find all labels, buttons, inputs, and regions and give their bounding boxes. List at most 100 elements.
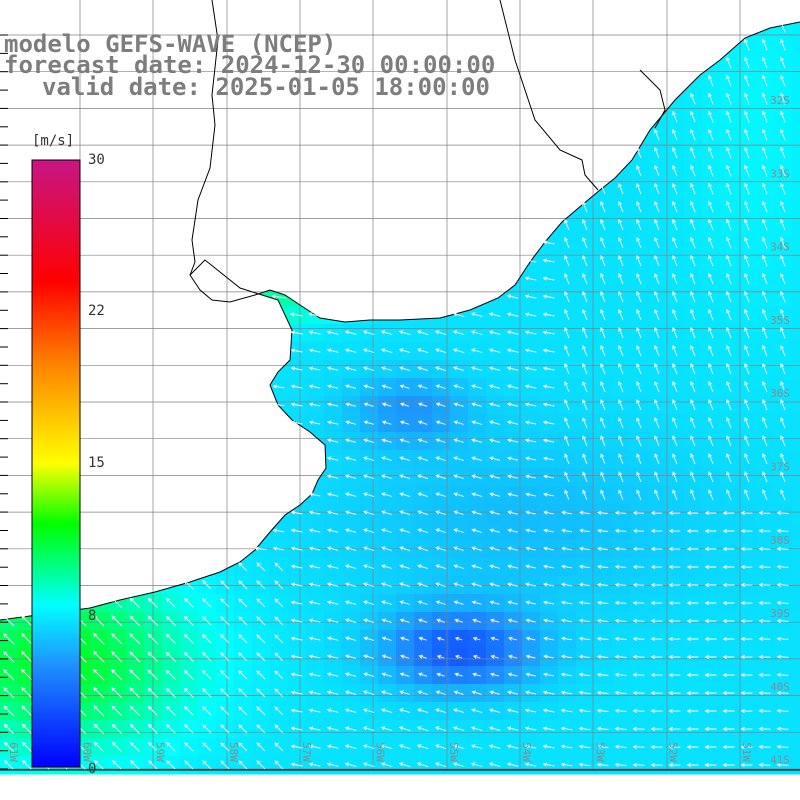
wind-arrow bbox=[672, 110, 678, 123]
wind-arrow bbox=[290, 636, 303, 641]
wind-arrow bbox=[111, 651, 123, 663]
wind-arrow bbox=[672, 327, 678, 339]
wind-arrow bbox=[650, 690, 663, 695]
wind-arrow bbox=[614, 708, 627, 713]
wind-arrow bbox=[453, 528, 464, 533]
wind-arrow bbox=[220, 598, 230, 608]
wind-arrow bbox=[525, 456, 537, 461]
latitude-label: 38S bbox=[770, 534, 790, 547]
wind-arrow bbox=[726, 218, 732, 231]
wind-arrow bbox=[147, 651, 159, 663]
wind-arrow bbox=[381, 672, 392, 677]
wind-arrow bbox=[636, 309, 642, 321]
wind-arrow bbox=[344, 762, 357, 767]
wind-arrow bbox=[435, 474, 446, 480]
wind-arrow bbox=[543, 510, 554, 515]
wind-arrow bbox=[614, 744, 627, 749]
wind-arrow bbox=[668, 672, 681, 678]
wind-arrow bbox=[489, 528, 500, 533]
wind-arrow bbox=[308, 402, 321, 407]
wind-arrow bbox=[578, 762, 591, 767]
field-cell bbox=[792, 90, 800, 109]
longitude-label: 61W bbox=[7, 742, 20, 762]
wind-arrow bbox=[690, 200, 696, 213]
wind-arrow bbox=[761, 110, 768, 123]
wind-arrow bbox=[542, 384, 555, 389]
wind-arrow bbox=[758, 618, 771, 623]
wind-arrow bbox=[708, 381, 714, 393]
wind-arrow bbox=[400, 636, 410, 641]
wind-arrow bbox=[758, 672, 771, 677]
wind-arrow bbox=[762, 399, 768, 411]
land-mask bbox=[0, 0, 800, 620]
wind-arrow bbox=[654, 165, 660, 177]
colorbar-tick-8: 8 bbox=[88, 608, 97, 624]
wind-arrow bbox=[290, 618, 303, 623]
wind-arrow bbox=[780, 489, 786, 501]
wind-arrow bbox=[525, 546, 536, 551]
wind-arrow bbox=[708, 110, 714, 123]
wind-arrow bbox=[561, 636, 573, 641]
wind-arrow bbox=[672, 381, 678, 393]
wind-arrow bbox=[564, 399, 570, 411]
wind-arrow bbox=[654, 129, 660, 141]
wind-arrow bbox=[21, 705, 33, 717]
wind-arrow bbox=[399, 618, 410, 623]
wind-arrow bbox=[758, 528, 771, 533]
wind-arrow bbox=[165, 705, 176, 716]
wind-arrow bbox=[600, 255, 606, 267]
valid-date: valid date: 2025-01-05 18:00:00 bbox=[42, 73, 490, 101]
wind-arrow bbox=[416, 762, 429, 768]
wind-arrow bbox=[708, 345, 714, 357]
wind-arrow bbox=[726, 453, 732, 465]
wind-arrow bbox=[418, 618, 428, 623]
field-cell bbox=[792, 666, 800, 685]
wind-arrow bbox=[618, 291, 624, 303]
wind-arrow bbox=[363, 456, 375, 461]
wind-arrow bbox=[780, 417, 786, 429]
wind-arrow bbox=[345, 384, 357, 389]
wind-arrow bbox=[636, 363, 642, 375]
wind-arrow bbox=[654, 471, 660, 483]
wind-arrow bbox=[614, 672, 627, 677]
wind-arrow bbox=[274, 670, 284, 680]
wind-arrow bbox=[326, 456, 339, 461]
wind-arrow bbox=[632, 600, 645, 605]
field-cell bbox=[792, 162, 800, 181]
wind-arrow bbox=[582, 273, 588, 285]
wind-arrow bbox=[453, 582, 464, 587]
wind-arrow bbox=[690, 218, 696, 231]
wind-arrow bbox=[668, 726, 681, 732]
wind-arrow bbox=[417, 690, 428, 695]
wind-arrow bbox=[111, 615, 123, 627]
wind-arrow bbox=[578, 744, 591, 749]
wind-arrow bbox=[380, 744, 393, 750]
wind-arrow bbox=[780, 326, 786, 339]
wind-arrow bbox=[363, 510, 375, 515]
wind-arrow bbox=[726, 200, 732, 213]
wind-arrow bbox=[507, 690, 519, 695]
wind-arrow bbox=[722, 600, 735, 606]
wind-arrow bbox=[614, 618, 627, 623]
wind-arrow bbox=[92, 650, 105, 663]
wind-arrow bbox=[668, 618, 681, 624]
wind-arrow bbox=[740, 510, 753, 515]
wind-arrow bbox=[506, 384, 519, 389]
wind-arrow bbox=[326, 600, 339, 605]
wind-arrow bbox=[596, 726, 609, 731]
wind-arrow bbox=[93, 633, 105, 645]
wind-arrow bbox=[363, 600, 375, 605]
wind-arrow bbox=[690, 164, 696, 177]
wind-arrow bbox=[722, 636, 735, 642]
wind-arrow bbox=[345, 420, 356, 425]
wind-arrow bbox=[165, 651, 176, 662]
wind-arrow bbox=[690, 489, 696, 501]
wind-arrow bbox=[272, 528, 285, 533]
wind-arrow bbox=[543, 564, 555, 569]
wind-arrow bbox=[561, 510, 572, 515]
wind-arrow bbox=[184, 742, 194, 752]
wind-arrow bbox=[435, 384, 446, 389]
wind-arrow bbox=[740, 726, 753, 731]
wind-arrow bbox=[363, 564, 375, 569]
wind-arrow bbox=[758, 690, 771, 695]
